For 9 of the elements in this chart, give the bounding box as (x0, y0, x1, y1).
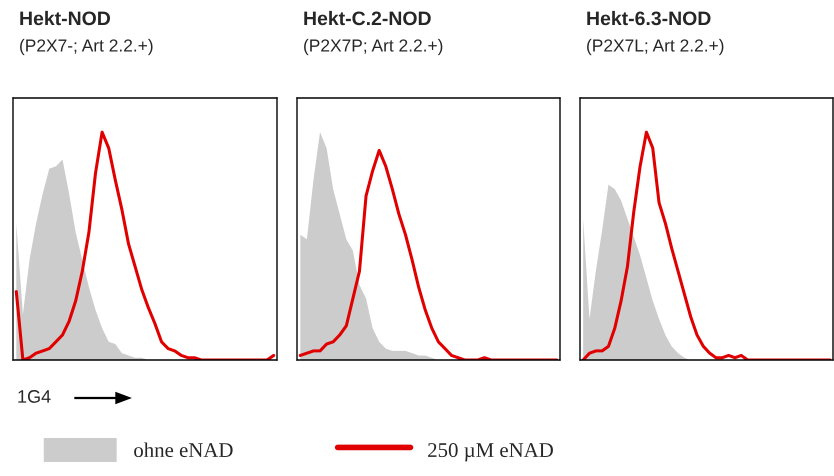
chart-title: Hekt-6.3-NOD (587, 10, 711, 26)
legend-label: ohne eNAD (134, 442, 233, 458)
legend-label: 250 µM eNAD (428, 443, 553, 462)
chart-title: Hekt-NOD (20, 10, 110, 26)
x-axis-title: 1G4 (18, 390, 51, 403)
chart-subtitle: (P2X7P; Art 2.2.+) (304, 38, 442, 56)
chart-subtitle: (P2X7-; Art 2.2.+) (20, 38, 153, 56)
chart-title: Hekt-C.2-NOD (304, 10, 431, 26)
chart-subtitle: (P2X7L; Art 2.2.+) (587, 38, 724, 56)
